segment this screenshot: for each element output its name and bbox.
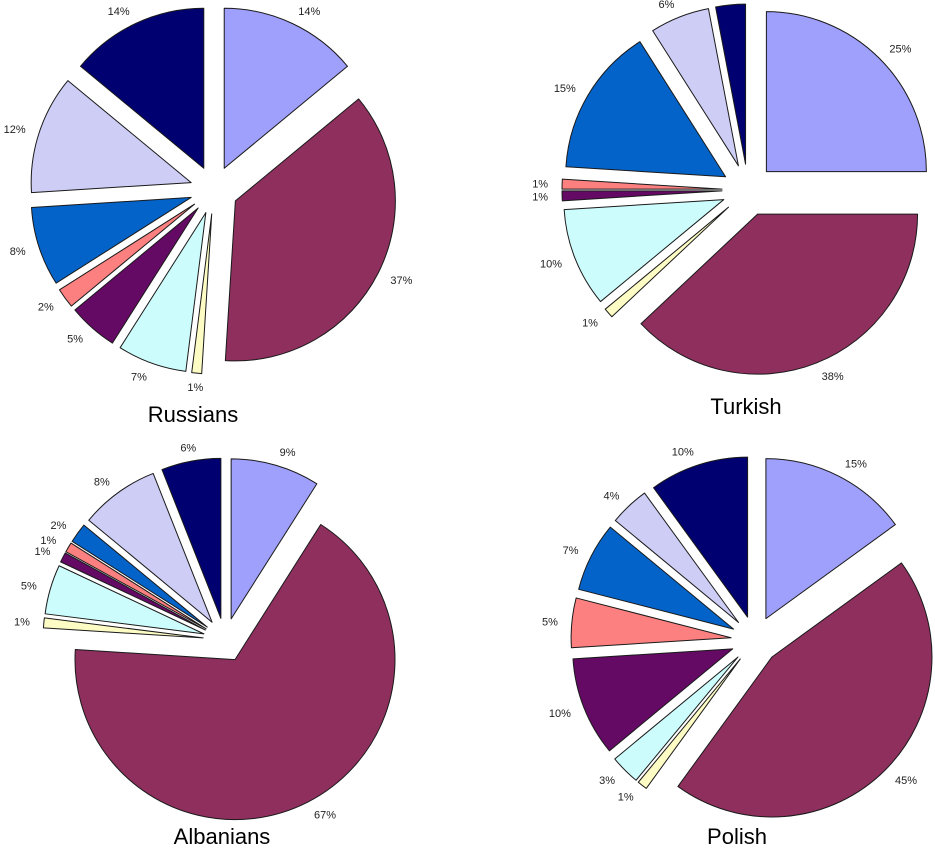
slice-percent-label: 1% xyxy=(14,617,30,629)
pie-slice xyxy=(74,207,199,344)
slice-percent-label: 10% xyxy=(549,708,571,720)
pie-slice xyxy=(637,658,741,789)
slice-percent-label: 4% xyxy=(604,491,620,503)
pie-slice xyxy=(561,190,723,202)
slice-percent-label: 15% xyxy=(554,83,576,95)
slice-percent-label: 9% xyxy=(280,447,296,459)
slice-percent-label: 7% xyxy=(563,545,579,557)
pie-slice xyxy=(65,542,207,630)
pie-slice xyxy=(653,456,749,618)
pie-slice xyxy=(715,3,747,165)
chart-title: Russians xyxy=(148,402,238,427)
slice-percent-label: 10% xyxy=(672,447,694,459)
pie-slice xyxy=(563,199,725,303)
pie-slice xyxy=(677,562,933,818)
pie-slice xyxy=(44,565,205,635)
slice-percent-label: 2% xyxy=(51,520,67,532)
chart-title: Turkish xyxy=(710,394,781,419)
slice-percent-label: 14% xyxy=(108,6,130,18)
slice-percent-label: 1% xyxy=(40,535,56,547)
slice-percent-label: 5% xyxy=(542,616,558,628)
pie-chart-polish: 15% 45% 1%3% 10% 5% 7% 4% 10% Polish xyxy=(542,447,933,849)
pie-slice xyxy=(578,526,735,630)
slice-percent-label: 67% xyxy=(314,810,336,822)
slice-percent-label: 38% xyxy=(822,371,844,383)
slice-percent-label: 25% xyxy=(889,44,911,56)
pie-slice xyxy=(604,206,729,318)
pie-slice xyxy=(572,648,734,752)
pie-slice xyxy=(223,7,349,169)
pie-slice xyxy=(119,212,207,372)
slice-percent-label: 8% xyxy=(10,246,26,258)
slice-percent-label: 12% xyxy=(4,124,26,136)
slice-percent-label: 1% xyxy=(582,317,598,329)
pie-slice xyxy=(30,196,192,284)
slice-percent-label: 1% xyxy=(34,546,50,558)
slice-percent-label: 8% xyxy=(94,476,110,488)
pie-chart-turkish: 25%38%1%10%1%1%15%6%3%Turkish xyxy=(532,0,927,419)
slice-percent-label: 45% xyxy=(895,775,917,787)
slice-percent-label: 3% xyxy=(599,775,615,787)
slice-percent-label: 10% xyxy=(540,259,562,271)
pie-slice xyxy=(570,597,732,649)
slice-percent-label: 1% xyxy=(618,791,634,803)
slice-percent-label: 7% xyxy=(131,371,147,383)
pie-slice xyxy=(88,472,213,623)
slice-percent-label: 1% xyxy=(532,179,548,191)
pie-slice xyxy=(161,457,222,619)
pie-chart-albanians: 9%67%1%5%1%1%2%8%6%Albanians xyxy=(14,442,396,849)
pie-slice xyxy=(58,203,196,307)
slice-percent-label: 1% xyxy=(187,382,203,394)
pie-slice xyxy=(42,617,204,639)
pie-slice xyxy=(565,41,727,178)
pie-slice xyxy=(614,492,740,624)
slice-percent-label: 15% xyxy=(845,459,867,471)
slice-percent-label: 5% xyxy=(21,580,37,592)
pie-slice xyxy=(30,80,192,194)
slice-percent-label: 14% xyxy=(298,6,320,18)
pie-slice xyxy=(614,656,739,781)
pie-slice xyxy=(224,98,396,362)
chart-title: Polish xyxy=(707,824,767,849)
slice-percent-label: 2% xyxy=(38,301,54,313)
pie-slice xyxy=(561,178,723,190)
pie-slice xyxy=(79,7,205,169)
pie-slice xyxy=(765,11,927,173)
slice-percent-label: 37% xyxy=(390,275,412,287)
slice-percent-label: 6% xyxy=(180,442,196,454)
pie-slice xyxy=(652,8,739,167)
pie-slice xyxy=(191,213,213,375)
pie-slice xyxy=(60,552,206,631)
slice-percent-label: 1% xyxy=(532,191,548,203)
pie-slice xyxy=(765,458,896,620)
pie-slice xyxy=(230,458,318,620)
chart-title: Albanians xyxy=(174,824,271,849)
slice-percent-label: 6% xyxy=(658,0,674,11)
slice-percent-label: 5% xyxy=(67,334,83,346)
pie-chart-russians: 14% 37% 1% 7% 5% 2% 8% 12% 14% Russians xyxy=(4,6,413,427)
pie-slice xyxy=(74,524,396,821)
pie-slice xyxy=(640,213,919,375)
pie-slice xyxy=(71,524,208,628)
